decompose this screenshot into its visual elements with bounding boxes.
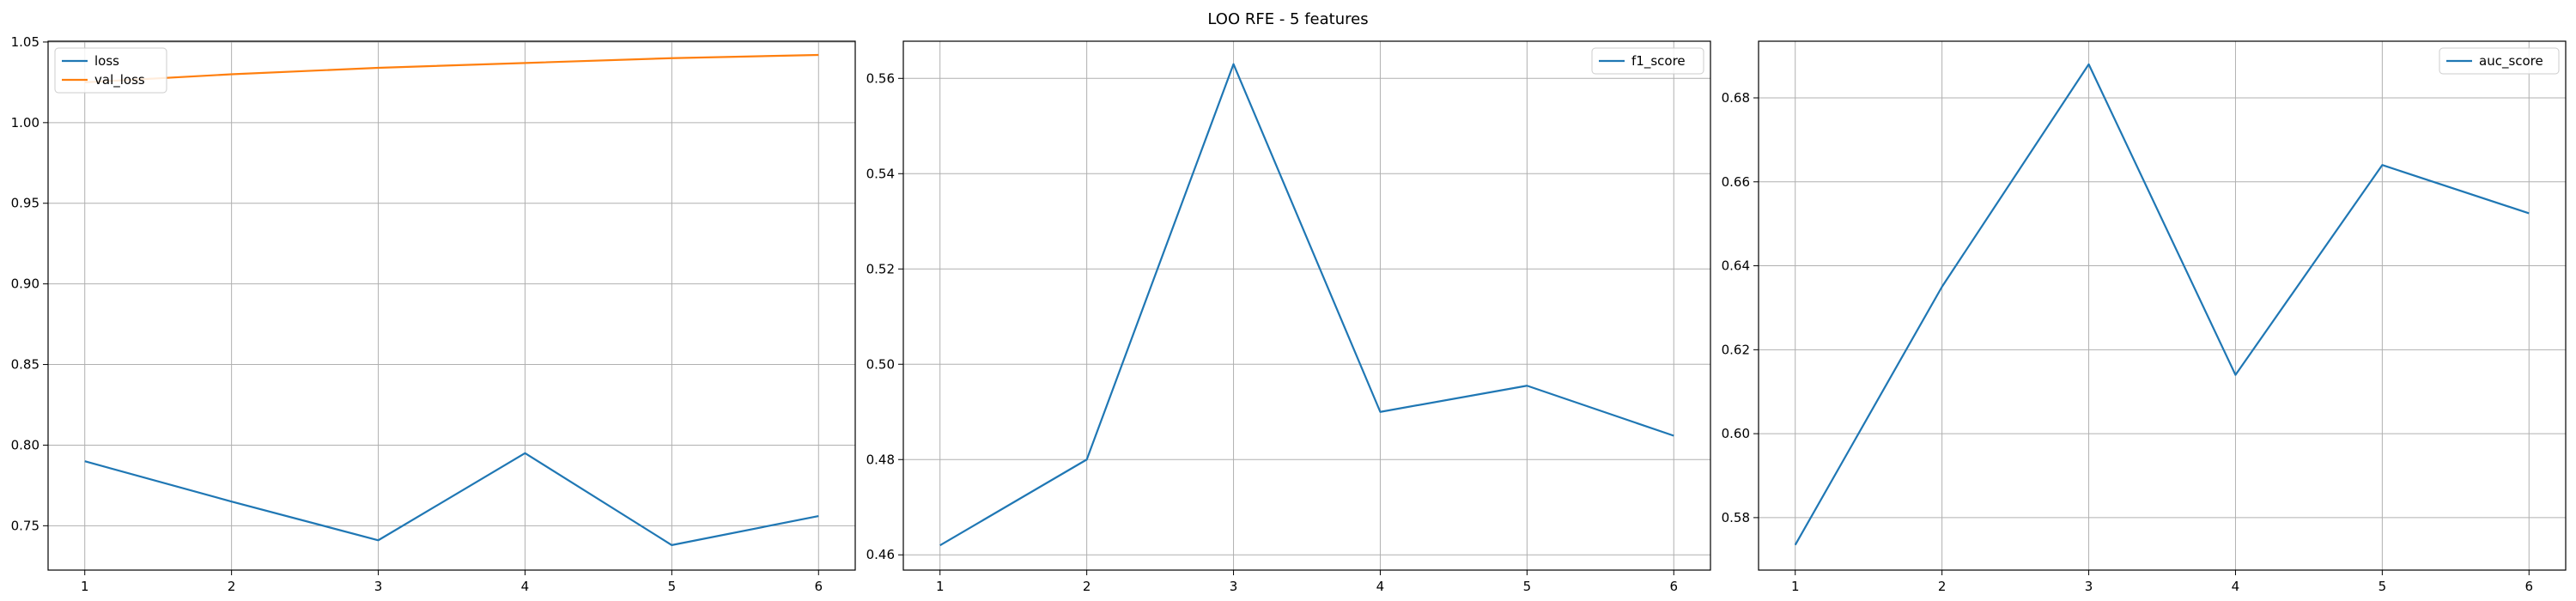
auc-score-subplot: 1 2 3 4 5 6 0.58 0.60 0.62 0.64 0.66 0.68 auc_score [1722,40,2567,594]
y-tick-label: 0.80 [11,437,39,452]
y-tick-label: 0.60 [1722,426,1750,441]
x-tick-label: 4 [1376,579,1385,594]
y-tick-label: 1.05 [11,34,39,50]
x-tick-label: 2 [228,579,236,594]
x-tick-label: 6 [2524,579,2533,594]
f1-score-subplot: 1 2 3 4 5 6 0.46 0.48 0.50 0.52 0.54 0.56 f1_score [866,40,1711,594]
y-tick-label: 0.54 [866,166,895,181]
legend: f1_score [1591,47,1704,75]
x-tick-label: 6 [814,579,823,594]
x-tick-label: 1 [1791,579,1800,594]
legend-label-val_loss: val_loss [94,72,145,88]
x-tick-label: 1 [936,579,945,594]
y-tick-label: 0.95 [11,196,39,211]
x-tick-label: 4 [521,579,530,594]
loss-subplot: 1 2 3 4 5 6 0.75 0.80 0.85 0.90 0.95 1.00 1.05 loss va… [11,34,856,594]
y-tick-label: 0.46 [866,547,895,562]
x-tick-label: 5 [668,579,677,594]
axes-frame [1758,40,2567,571]
series-line-val_loss [84,53,819,83]
y-tick-label: 0.62 [1722,342,1750,357]
y-tick-label: 0.52 [866,261,895,276]
legend: auc_score [2439,47,2560,75]
legend-label-auc_score: auc_score [2479,53,2543,70]
x-tick-label: 4 [2232,579,2240,594]
legend-box [54,47,167,94]
legend-label-loss: loss [94,53,119,69]
x-tick-label: 5 [2379,579,2387,594]
series-line-f1_score [939,63,1674,547]
y-tick-label: 0.66 [1722,174,1750,190]
legend-box [1591,47,1704,75]
y-tick-label: 0.50 [866,356,895,372]
y-tick-label: 0.56 [866,70,895,86]
x-tick-label: 2 [1938,579,1947,594]
figure-title: LOO RFE - 5 features [1207,10,1368,28]
y-tick-label: 0.75 [11,518,39,533]
axes-frame [47,40,856,571]
series-line-loss [84,452,819,546]
legend-label-f1_score: f1_score [1631,53,1686,70]
y-tick-label: 1.00 [11,115,39,131]
x-tick-label: 3 [2085,579,2093,594]
x-tick-label: 3 [374,579,383,594]
legend-box [2439,47,2560,75]
y-tick-label: 0.64 [1722,258,1750,274]
series-line-auc_score [1794,63,2530,546]
x-tick-label: 2 [1083,579,1091,594]
y-tick-label: 0.68 [1722,90,1750,106]
x-tick-label: 1 [81,579,89,594]
axes-frame [902,40,1711,571]
y-tick-label: 0.85 [11,357,39,373]
x-tick-label: 6 [1669,579,1678,594]
x-tick-label: 5 [1523,579,1532,594]
y-tick-label: 0.48 [866,452,895,467]
legend: loss val_loss [54,47,167,94]
x-tick-label: 3 [1230,579,1238,594]
y-tick-label: 0.90 [11,276,39,292]
y-tick-label: 0.58 [1722,510,1750,525]
